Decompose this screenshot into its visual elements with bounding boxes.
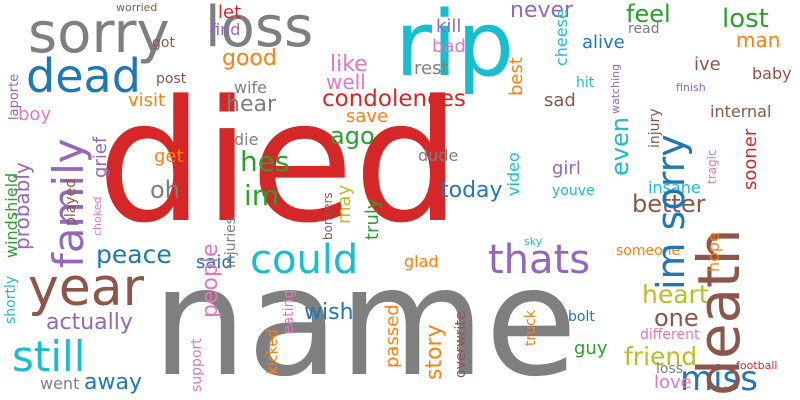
word-still: still bbox=[12, 332, 86, 381]
word-died: died bbox=[97, 64, 461, 260]
word-friend: friend bbox=[624, 342, 698, 371]
word-hear: hear bbox=[226, 92, 277, 117]
word-find: find bbox=[210, 20, 241, 39]
word-baby: baby bbox=[752, 64, 792, 83]
word-rest: rest bbox=[414, 58, 449, 79]
word-loss: loss bbox=[205, 0, 314, 60]
word-wife: wife bbox=[234, 78, 268, 97]
word-bonkers: bonkers bbox=[321, 192, 335, 240]
word-man: man bbox=[736, 28, 781, 52]
word-support: support bbox=[189, 338, 205, 392]
word-bolt: bolt bbox=[568, 309, 595, 325]
word-dead: dead bbox=[26, 49, 141, 103]
word-save: save bbox=[346, 106, 389, 127]
word-loss-small: loss bbox=[656, 361, 684, 377]
word-people: people bbox=[198, 243, 223, 318]
word-sad: sad bbox=[544, 90, 576, 111]
word-football: football bbox=[736, 359, 778, 372]
word-well: well bbox=[326, 70, 366, 94]
word-dude: dude bbox=[418, 146, 459, 165]
word-someone: someone bbox=[616, 243, 681, 259]
word-sky: sky bbox=[524, 235, 543, 248]
word-visit: visit bbox=[128, 90, 166, 111]
word-cheese: cheese bbox=[552, 9, 571, 66]
word-could: could bbox=[250, 237, 359, 283]
word-injuries: injuries bbox=[223, 216, 239, 268]
word-finish: finish bbox=[676, 81, 706, 94]
word-even: even bbox=[606, 117, 634, 176]
word-boy: boy bbox=[18, 104, 52, 125]
word-eating: eating bbox=[281, 289, 297, 334]
word-better: better bbox=[632, 190, 706, 218]
word-shortly: shortly bbox=[3, 275, 19, 324]
word-choked: choked bbox=[91, 196, 104, 236]
word-peace: peace bbox=[96, 240, 172, 269]
word-bad: bad bbox=[432, 36, 466, 57]
word-heart: heart bbox=[642, 280, 709, 309]
word-truly: truly bbox=[362, 198, 383, 240]
word-overwrite: overwrite bbox=[453, 311, 469, 378]
word-feel: feel bbox=[626, 0, 671, 28]
word-different: different bbox=[640, 327, 700, 343]
word-oh: oh bbox=[150, 176, 180, 204]
word-love: love bbox=[654, 372, 692, 393]
word-said: said bbox=[196, 252, 233, 273]
word-ive: ive bbox=[694, 54, 721, 75]
word-injury: injury bbox=[647, 108, 663, 148]
word-year: year bbox=[28, 258, 145, 318]
word-laporte: laporte bbox=[7, 73, 22, 120]
word-never: never bbox=[510, 0, 574, 23]
word-went: went bbox=[40, 374, 80, 393]
word-name: name bbox=[152, 236, 578, 400]
word-video: video bbox=[504, 152, 523, 196]
word-today: today bbox=[440, 178, 503, 203]
word-got: got bbox=[152, 35, 175, 51]
word-best: best bbox=[506, 57, 527, 96]
word-story: story bbox=[422, 324, 447, 380]
word-im: im bbox=[244, 179, 280, 212]
word-may: may bbox=[334, 184, 355, 224]
word-read: read bbox=[628, 21, 660, 37]
word-sorry: sorry bbox=[28, 1, 170, 66]
word-played: played bbox=[63, 178, 79, 226]
word-grief: grief bbox=[90, 136, 111, 178]
word-actually: actually bbox=[46, 310, 133, 335]
word-im-sorry: im sorry bbox=[649, 134, 693, 290]
word-sooner: sooner bbox=[740, 128, 761, 190]
word-internal: internal bbox=[710, 102, 772, 121]
word-watching: watching bbox=[609, 63, 622, 114]
word-condolences: condolences bbox=[322, 86, 466, 112]
word-kill: kill bbox=[436, 16, 462, 37]
word-guy: guy bbox=[574, 338, 608, 359]
word-away: away bbox=[84, 370, 142, 395]
word-hes: hes bbox=[240, 145, 290, 178]
word-let: let bbox=[218, 2, 242, 23]
word-youve: youve bbox=[552, 183, 595, 199]
word-worried: worried bbox=[116, 1, 158, 14]
word-windshield: windshield bbox=[2, 172, 21, 258]
word-post: post bbox=[156, 71, 187, 87]
word-girl: girl bbox=[552, 158, 581, 179]
word-insane: insane bbox=[648, 178, 701, 197]
word-get: get bbox=[154, 146, 184, 167]
word-truck: truck bbox=[523, 310, 539, 346]
word-miss: miss bbox=[680, 359, 758, 399]
word-hope: hope bbox=[704, 232, 723, 272]
word-tragic: tragic bbox=[705, 149, 719, 184]
word-wish: wish bbox=[304, 300, 354, 325]
word-passed: passed bbox=[382, 304, 403, 368]
word-lost: lost bbox=[722, 4, 769, 34]
word-rip: rip bbox=[395, 0, 515, 97]
word-thats: thats bbox=[488, 237, 591, 283]
word-kicked: kicked bbox=[265, 329, 281, 374]
word-one: one bbox=[654, 304, 699, 332]
word-ago: ago bbox=[330, 122, 375, 150]
word-alive: alive bbox=[582, 32, 625, 53]
word-hit: hit bbox=[576, 75, 595, 91]
word-like: like bbox=[330, 52, 368, 77]
word-glad: glad bbox=[404, 252, 439, 271]
word-die: die bbox=[234, 130, 259, 149]
word-good: good bbox=[222, 46, 277, 71]
